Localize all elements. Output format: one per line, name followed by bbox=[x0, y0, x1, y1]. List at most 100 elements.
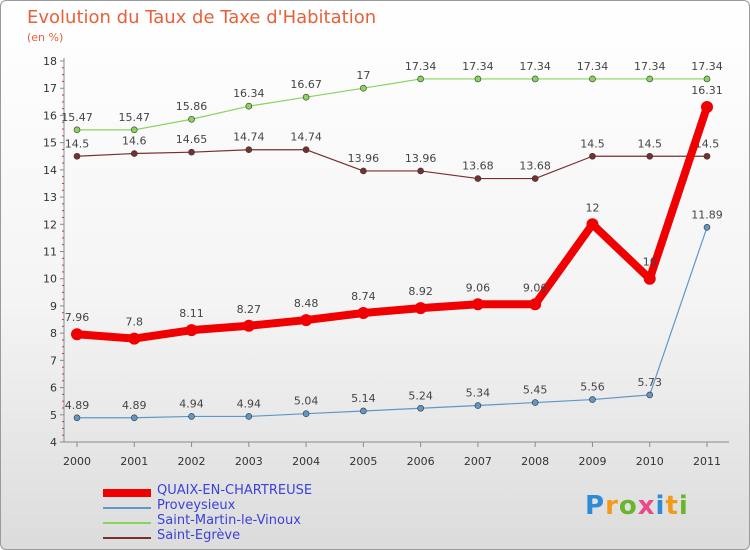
series-line-0 bbox=[73, 102, 711, 343]
data-point bbox=[73, 126, 81, 134]
x-tick-label: 2004 bbox=[292, 455, 320, 468]
data-label: 7.8 bbox=[126, 316, 144, 329]
data-label: 14.5 bbox=[580, 137, 605, 150]
data-label: 16.67 bbox=[290, 78, 322, 91]
y-tick-label: 13 bbox=[43, 191, 57, 204]
data-point bbox=[531, 399, 539, 406]
y-tick-label: 4 bbox=[50, 436, 57, 449]
data-point bbox=[646, 152, 654, 160]
data-label: 5.45 bbox=[523, 384, 548, 397]
series-line-3 bbox=[76, 149, 708, 180]
data-point bbox=[703, 75, 711, 83]
data-label: 4.94 bbox=[179, 397, 204, 410]
data-point bbox=[188, 148, 195, 156]
data-label: 5.34 bbox=[466, 387, 491, 400]
data-label: 5.56 bbox=[580, 381, 605, 394]
logo-letter: x bbox=[637, 491, 656, 521]
data-point bbox=[586, 218, 599, 231]
data-label: 8.74 bbox=[351, 290, 376, 303]
data-point bbox=[646, 391, 654, 399]
y-tick-label: 6 bbox=[50, 382, 57, 395]
data-point bbox=[417, 167, 424, 175]
data-point bbox=[701, 100, 713, 113]
data-label: 14.5 bbox=[695, 137, 720, 150]
data-point bbox=[703, 152, 711, 160]
legend-swatch bbox=[103, 507, 151, 509]
data-label: 15.47 bbox=[61, 111, 93, 124]
x-tick-label: 2003 bbox=[235, 455, 263, 468]
data-point bbox=[474, 175, 482, 182]
data-label: 14.6 bbox=[122, 135, 147, 148]
x-tick-label: 2005 bbox=[349, 455, 377, 468]
y-tick-label: 17 bbox=[43, 82, 57, 95]
data-point bbox=[474, 75, 482, 83]
legend-swatch bbox=[103, 537, 151, 539]
proxiti-logo: Proxiti bbox=[585, 491, 689, 521]
data-label: 14.74 bbox=[233, 131, 265, 144]
data-label: 12 bbox=[585, 201, 599, 214]
data-point bbox=[414, 302, 427, 315]
y-tick-label: 9 bbox=[50, 300, 57, 313]
data-point bbox=[357, 307, 370, 320]
data-point bbox=[646, 75, 654, 83]
data-label: 5.14 bbox=[351, 392, 376, 405]
data-point bbox=[302, 146, 310, 154]
data-point bbox=[188, 115, 195, 123]
x-tick-label: 2006 bbox=[407, 455, 435, 468]
data-label: 14.74 bbox=[290, 131, 322, 144]
x-tick-label: 2008 bbox=[521, 455, 549, 468]
x-tick-label: 2011 bbox=[693, 455, 721, 468]
data-label: 17.34 bbox=[691, 60, 723, 73]
data-label: 5.04 bbox=[294, 395, 319, 408]
data-label: 7.96 bbox=[65, 311, 90, 324]
legend-label: Saint-Egrève bbox=[157, 528, 241, 543]
logo-letter: i bbox=[655, 491, 666, 521]
y-tick-label: 10 bbox=[43, 273, 57, 286]
x-tick-label: 2002 bbox=[178, 455, 206, 468]
data-point bbox=[360, 84, 367, 92]
data-label: 4.89 bbox=[122, 399, 147, 412]
data-point bbox=[73, 414, 81, 422]
logo-letter: t bbox=[665, 491, 679, 521]
x-tick-label: 2001 bbox=[120, 455, 148, 468]
x-tick-label: 2007 bbox=[464, 455, 492, 468]
y-tick-label: 14 bbox=[43, 164, 57, 177]
data-point bbox=[73, 152, 81, 160]
y-tick-label: 5 bbox=[50, 409, 57, 422]
data-label: 8.92 bbox=[408, 285, 433, 298]
data-label: 17 bbox=[356, 69, 370, 82]
y-tick-label: 16 bbox=[43, 109, 57, 122]
data-point bbox=[302, 410, 310, 417]
data-label: 16.34 bbox=[233, 87, 265, 100]
data-point bbox=[300, 314, 313, 327]
data-point bbox=[531, 75, 539, 83]
data-label: 13.96 bbox=[405, 152, 437, 165]
legend-label: QUAIX-EN-CHARTREUSE bbox=[157, 483, 313, 498]
data-point bbox=[130, 126, 138, 134]
data-label: 5.24 bbox=[408, 389, 433, 402]
data-label: 14.5 bbox=[637, 137, 662, 150]
data-label: 8.48 bbox=[294, 297, 319, 310]
data-label: 14.65 bbox=[176, 133, 208, 146]
legend-label: Saint-Martin-le-Vinoux bbox=[157, 513, 301, 528]
legend-label: Proveysieux bbox=[157, 498, 236, 513]
y-tick-label: 12 bbox=[43, 218, 57, 231]
logo-letter: i bbox=[678, 491, 689, 521]
data-label: 11.89 bbox=[691, 208, 723, 221]
data-point bbox=[71, 328, 83, 341]
data-point bbox=[130, 414, 138, 422]
data-label: 8.27 bbox=[237, 303, 262, 316]
y-tick-label: 18 bbox=[43, 55, 57, 68]
y-tick-label: 7 bbox=[50, 354, 57, 367]
logo-letter: o bbox=[618, 491, 638, 521]
x-tick-label: 2009 bbox=[578, 455, 606, 468]
data-point bbox=[589, 152, 596, 160]
data-label: 13.68 bbox=[462, 160, 494, 173]
legend-swatch bbox=[103, 489, 151, 497]
data-label: 17.34 bbox=[577, 60, 609, 73]
data-point bbox=[589, 396, 596, 403]
data-point bbox=[188, 413, 195, 420]
data-label: 9.06 bbox=[466, 281, 491, 294]
